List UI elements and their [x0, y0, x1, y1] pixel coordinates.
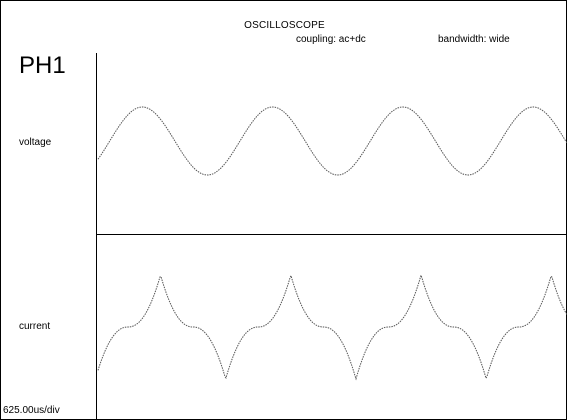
channel-label: PH1	[19, 52, 66, 79]
voltage-waveform	[97, 106, 567, 176]
timebase-readout: 625.00us/div	[3, 405, 60, 416]
current-trace-label: current	[19, 321, 51, 332]
bandwidth-readout: bandwidth: wide	[438, 34, 510, 45]
voltage-trace-label: voltage	[19, 137, 52, 148]
display-title: OSCILLOSCOPE	[244, 20, 325, 31]
coupling-readout: coupling: ac+dc	[296, 34, 366, 45]
current-waveform	[97, 273, 567, 381]
